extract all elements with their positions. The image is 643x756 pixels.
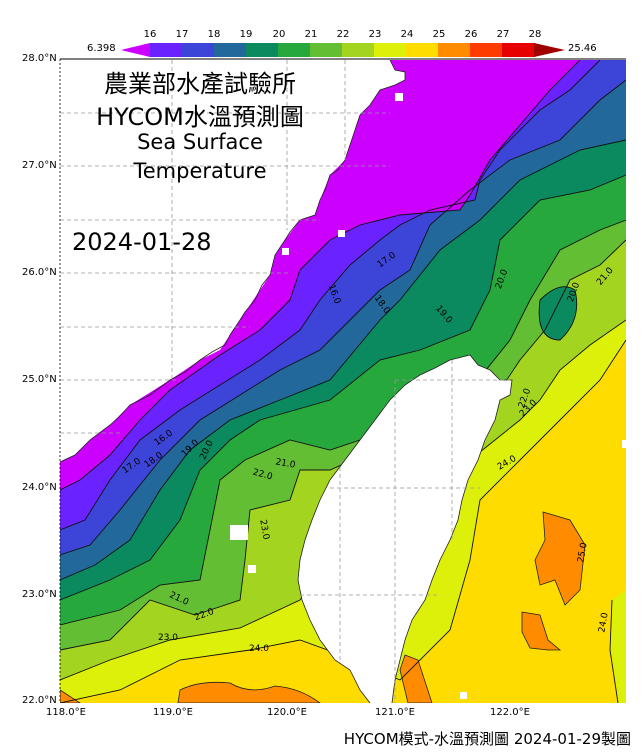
colorbar-graphic: [121, 43, 565, 57]
lon-label: 121.0°E: [375, 707, 415, 718]
gridlines: [60, 60, 510, 703]
colorbar-max-arrow: [534, 43, 565, 57]
colorbar-tick: 26: [464, 29, 478, 40]
contour-label: 21.0: [275, 457, 297, 470]
colorbar-segment-22: [342, 43, 375, 57]
contour-lines: [60, 60, 626, 703]
contour-label: 25.0: [576, 542, 589, 564]
colorbar-segment-20: [278, 43, 311, 57]
colorbar-tick: 18: [207, 29, 221, 40]
contour-label: 24.0: [597, 612, 610, 634]
contour-label: 24.0: [249, 644, 269, 654]
lat-label: 23.0°N: [22, 589, 57, 600]
sst-field: [60, 60, 626, 703]
warm-pool: [521, 611, 562, 651]
colorbar-tick: 20: [272, 29, 286, 40]
product-title: HYCOM水溫預測圖: [96, 103, 304, 131]
coastline: [60, 60, 513, 703]
forecast-date: 2024-01-28: [72, 228, 212, 256]
colorbar-tick: 21: [304, 29, 318, 40]
colorbar-tick: 25: [432, 29, 446, 40]
lat-label: 27.0°N: [22, 160, 57, 171]
lat-label: 28.0°N: [22, 53, 57, 64]
lon-label: 119.0°E: [153, 707, 193, 718]
colorbar-tick: 23: [368, 29, 382, 40]
colorbar-tick: 27: [496, 29, 510, 40]
colorbar-tick: 16: [143, 29, 157, 40]
colorbar-segment-24: [406, 43, 439, 57]
subtitle-temperature: Temperature: [133, 159, 267, 183]
colorbar-min-label: 6.398: [87, 43, 116, 54]
warm-pool: [534, 511, 586, 606]
colorbar-max-label: 25.46: [568, 43, 597, 54]
lon-label: 120.0°E: [267, 707, 307, 718]
subtitle-sea-surface: Sea Surface: [137, 130, 263, 154]
colorbar-segment-27: [502, 43, 535, 57]
lat-label: 26.0°N: [22, 267, 57, 278]
taiwan-land: [298, 355, 512, 703]
warm-pool: [177, 681, 321, 703]
colorbar-segment-23: [374, 43, 407, 57]
warm-pool: [399, 654, 433, 703]
lon-label: 118.0°E: [46, 707, 86, 718]
colorbar-segment-25: [438, 43, 471, 57]
lat-label: 24.0°N: [22, 482, 57, 493]
footer-caption: HYCOM模式-水溫預測圖 2024-01-29製圖: [343, 730, 631, 748]
colorbar-tick: 19: [239, 29, 253, 40]
lat-label: 25.0°N: [22, 374, 57, 385]
contour-label: 23.0: [257, 519, 270, 541]
contour-label: 23.0: [158, 633, 178, 643]
colorbar-tick: 22: [336, 29, 350, 40]
colorbar-tick: 24: [400, 29, 414, 40]
lat-label: 22.0°N: [22, 695, 57, 706]
lon-label: 122.0°E: [490, 707, 530, 718]
colorbar-tick: 28: [528, 29, 542, 40]
institute-title: 農業部水產試驗所: [104, 70, 296, 98]
colorbar-segment-26: [470, 43, 503, 57]
colorbar-tick: 17: [175, 29, 189, 40]
colorbar-segment-16: [150, 43, 183, 57]
colorbar-segment-19: [246, 43, 279, 57]
colorbar-segment-17: [182, 43, 215, 57]
china-land: [60, 60, 405, 462]
colorbar-segment-21: [310, 43, 343, 57]
colorbar-min-arrow: [121, 43, 150, 57]
colorbar-segment-18: [214, 43, 247, 57]
